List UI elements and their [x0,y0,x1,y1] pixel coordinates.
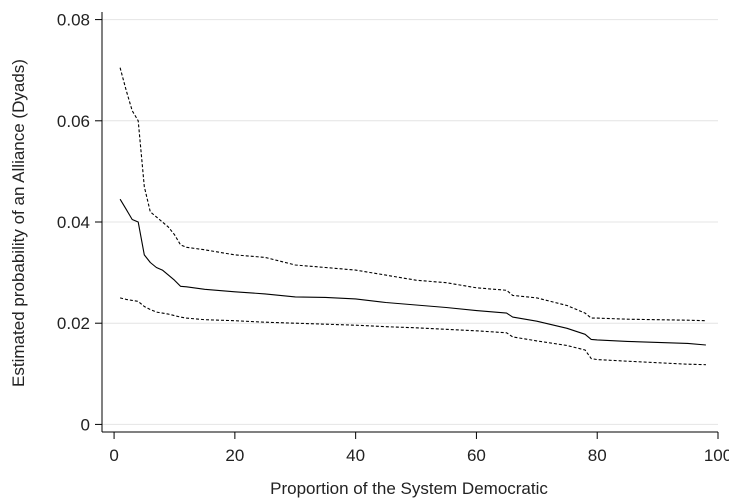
x-tick-label: 60 [467,446,486,465]
gridlines [102,19,718,425]
series-lines [119,67,706,366]
x-tick-label: 80 [588,446,607,465]
y-tick-label: 0.04 [57,213,90,232]
y-axis-title: Estimated probability of an Alliance (Dy… [9,59,28,387]
x-tick-label: 0 [109,446,118,465]
lower-bound-line [119,297,706,366]
ticks: 0 0.02 0.04 0.06 0.08 0 20 40 60 80 100 [57,11,729,465]
upper-bound-line [119,67,706,322]
y-tick-label: 0.02 [57,314,90,333]
estimate-line [119,198,706,346]
x-tick-label: 20 [225,446,244,465]
x-tick-label: 40 [346,446,365,465]
y-tick-label: 0.06 [57,112,90,131]
y-tick-label: 0 [81,415,90,434]
x-axis-title: Proportion of the System Democratic [270,479,548,498]
x-tick-label: 100 [704,446,729,465]
y-tick-label: 0.08 [57,11,90,30]
